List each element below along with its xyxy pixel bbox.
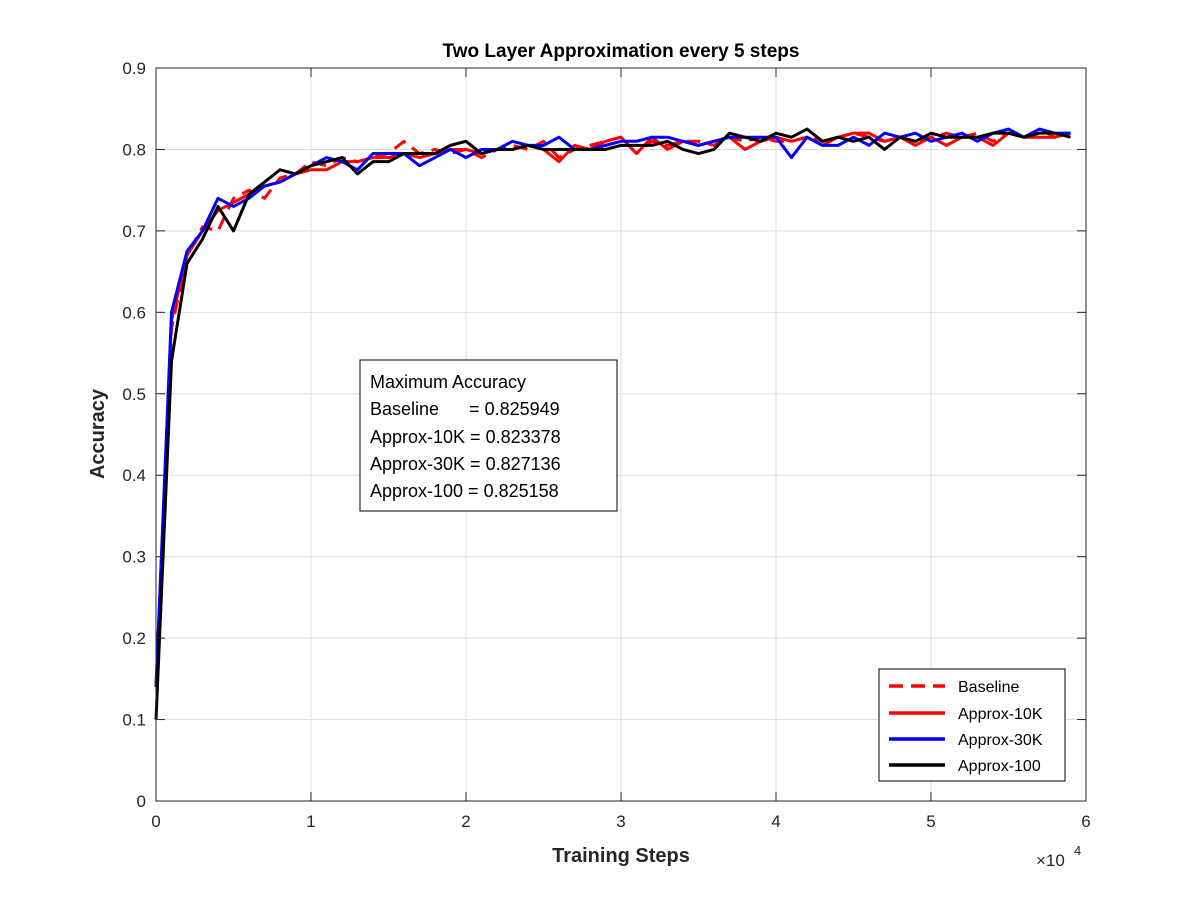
- legend-label-approx-100: Approx-100: [958, 758, 1041, 775]
- y-tick-label: 0.1: [122, 711, 146, 730]
- annotation-line: Maximum Accuracy: [370, 372, 526, 392]
- x-multiplier-base: ×10: [1036, 851, 1065, 870]
- y-tick-label: 0.2: [122, 629, 146, 648]
- legend-label-approx-10k: Approx-10K: [958, 706, 1043, 723]
- series-lines: [154, 127, 1071, 720]
- x-tick-label: 4: [771, 812, 780, 831]
- y-tick-label: 0.9: [122, 59, 146, 78]
- x-axis-title: Training Steps: [552, 845, 690, 867]
- annotation-line: Approx-30K = 0.827136: [370, 454, 561, 474]
- x-multiplier-exponent: 4: [1074, 843, 1081, 858]
- y-tick-label: 0.7: [122, 222, 146, 241]
- y-tick-label: 0.6: [122, 303, 146, 322]
- y-tick-label: 0.5: [122, 385, 146, 404]
- y-axis-title: Accuracy: [87, 388, 109, 479]
- legend-label-baseline: Baseline: [958, 679, 1019, 696]
- legend-label-approx-30k: Approx-30K: [958, 732, 1043, 749]
- annotation-line: Approx-10K = 0.823378: [370, 427, 561, 447]
- legend: Baseline Approx-10K Approx-30K Approx-10…: [878, 668, 1066, 782]
- annotation-line: Baseline = 0.825949: [370, 399, 560, 419]
- x-tick-label: 3: [616, 812, 625, 831]
- axis-ticks: 0 1 2 3 4 5 6 0 0.1 0.2 0.3 0.4 0.5 0.6 0.7 0.8 0.9: [122, 59, 1090, 831]
- max-accuracy-annotation: Maximum Accuracy Baseline = 0.825949 App…: [359, 359, 618, 512]
- chart-title: Two Layer Approximation every 5 steps: [443, 41, 800, 62]
- y-tick-label: 0.4: [122, 466, 146, 485]
- x-tick-label: 5: [926, 812, 935, 831]
- x-tick-label: 2: [461, 812, 470, 831]
- x-tick-label: 6: [1081, 812, 1090, 831]
- legend-box: [878, 668, 1066, 782]
- y-tick-label: 0.8: [122, 140, 146, 159]
- x-tick-label: 0: [151, 812, 160, 831]
- grid-lines: [156, 68, 1086, 801]
- x-tick-label: 1: [306, 812, 315, 831]
- annotation-box: [359, 359, 618, 512]
- annotation-line: Approx-100 = 0.825158: [370, 481, 559, 501]
- x-axis-multiplier: ×10 4: [1036, 843, 1081, 870]
- y-tick-label: 0.3: [122, 548, 146, 567]
- series-line-approx-10k: [154, 131, 1071, 688]
- series-line-approx-100: [154, 127, 1071, 720]
- y-tick-label: 0: [137, 792, 146, 811]
